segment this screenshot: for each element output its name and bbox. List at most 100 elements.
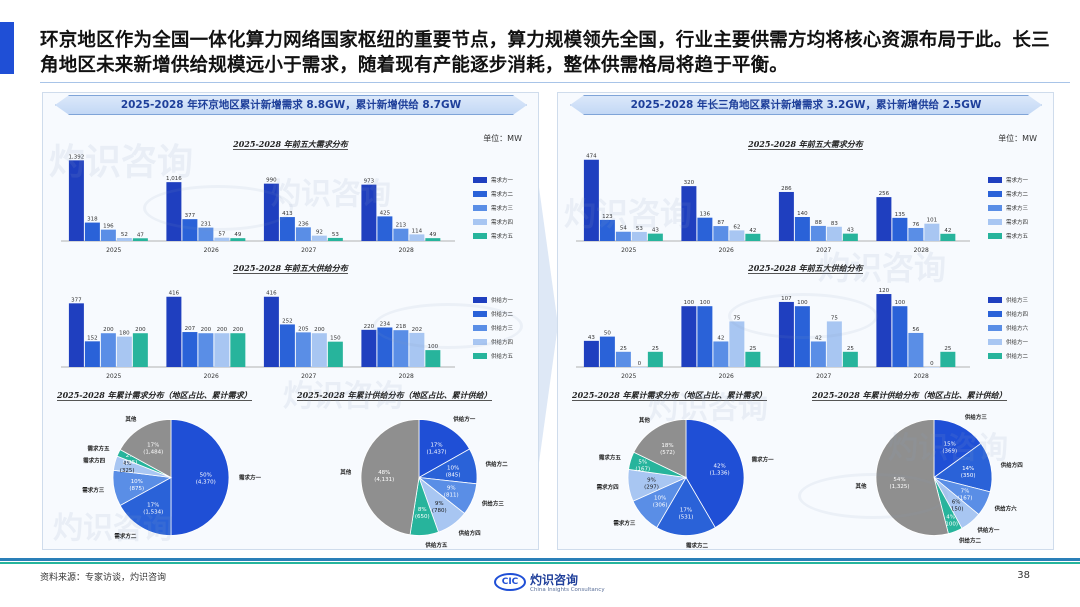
pie-value-label: (650): [415, 514, 430, 520]
legend-swatch: [988, 339, 1002, 345]
bar: [615, 231, 631, 241]
supply-pie-title: 2025-2028 年累计供给分布（地区占比、累计供给）: [812, 390, 1007, 401]
x-tick-label: 2025: [621, 247, 636, 254]
legend-item: 供给方一: [988, 335, 1028, 349]
bar: [166, 182, 182, 241]
pie-category-label: 供给方二: [958, 537, 982, 545]
legend-label: 需求方一: [1006, 178, 1029, 184]
bar-value-label: 413: [282, 211, 293, 217]
legend-item: 需求方三: [473, 201, 513, 215]
bar-value-label: 150: [330, 336, 341, 342]
bar-value-label: 425: [380, 210, 391, 216]
bar: [810, 225, 826, 241]
bar: [778, 301, 794, 367]
company-logo: CIC 灼识咨询 China Insights Consultancy: [494, 571, 605, 599]
pie-value-label: (350): [961, 473, 976, 479]
pie-category-label: 其他: [856, 482, 868, 490]
bar: [361, 184, 377, 241]
x-tick-label: 2028: [914, 247, 929, 254]
bar: [778, 191, 794, 241]
bar: [681, 306, 697, 367]
legend-label: 供给方五: [491, 354, 514, 360]
bar: [745, 351, 761, 367]
x-tick-label: 2026: [204, 373, 219, 380]
bar: [84, 222, 100, 241]
bar-value-label: 200: [233, 327, 244, 333]
bar: [940, 233, 956, 241]
bar: [631, 367, 647, 368]
bar-value-label: 231: [201, 222, 212, 228]
bar-value-label: 53: [332, 232, 339, 238]
bar-value-label: 200: [135, 327, 146, 333]
legend-label: 需求方二: [1006, 192, 1029, 198]
bar: [745, 233, 761, 241]
bar: [116, 237, 132, 241]
legend-swatch: [473, 339, 487, 345]
pie-percent-label: 10%: [447, 466, 459, 472]
pie-category-label: 需求方三: [82, 486, 105, 494]
legend-swatch: [988, 205, 1002, 211]
bar: [327, 341, 343, 367]
legend-swatch: [473, 177, 487, 183]
bar: [327, 237, 343, 241]
bar: [697, 306, 713, 367]
bar: [198, 227, 214, 241]
bar: [295, 332, 311, 367]
bar-value-label: 252: [282, 318, 293, 324]
bar-value-label: 62: [733, 224, 740, 230]
bar: [924, 367, 940, 368]
demand-bar-chart-title: 2025-2028 年前五大需求分布: [748, 139, 863, 150]
bar-value-label: 318: [87, 217, 98, 223]
legend-label: 需求方四: [491, 220, 514, 226]
x-tick-label: 2027: [816, 373, 831, 380]
pie-category-label: 供给方五: [424, 541, 448, 548]
logo-name: 灼识咨询: [530, 573, 579, 587]
pie-slice: [119, 419, 172, 479]
logo-mark: CIC: [494, 573, 526, 591]
pie-value-label: (369): [942, 448, 957, 454]
legend-label: 需求方一: [491, 178, 514, 184]
bar-value-label: 220: [364, 324, 375, 330]
pie-percent-label: 14%: [962, 466, 974, 472]
bar-value-label: 0: [638, 361, 642, 367]
bar-value-label: 286: [781, 186, 792, 192]
bar: [166, 296, 182, 367]
bar-value-label: 92: [316, 230, 323, 236]
legend-label: 供给方一: [1006, 340, 1029, 346]
bar: [729, 230, 745, 241]
supply-bar-chart: 43 50 25 0 25 2025 100 100 42 75 25 2026 107 100 42 75 2…: [576, 288, 970, 380]
bar-value-label: 87: [717, 220, 724, 226]
legend-swatch: [473, 325, 487, 331]
bar-value-label: 57: [218, 232, 225, 238]
pie-value-label: (4,370): [196, 480, 216, 486]
bar-value-label: 202: [412, 327, 423, 333]
page-number: 38: [1017, 570, 1030, 581]
bar-value-label: 56: [912, 327, 919, 333]
pie-category-label: 需求方四: [83, 457, 106, 465]
demand-bar-legend: 需求方一 需求方二 需求方三 需求方四 需求方五: [473, 173, 513, 243]
bar-value-label: 474: [586, 154, 597, 160]
bar-value-label: 416: [169, 291, 180, 297]
bar-value-label: 377: [185, 213, 196, 219]
pie-slice: [685, 419, 745, 529]
legend-swatch: [473, 311, 487, 317]
bar-value-label: 76: [912, 222, 919, 228]
legend-item: 需求方二: [473, 187, 513, 201]
bar: [68, 303, 84, 367]
pie-percent-label: 5%: [638, 459, 647, 465]
legend-item: 供给方六: [988, 321, 1028, 335]
bar: [647, 351, 663, 367]
bar: [68, 160, 84, 241]
bar: [279, 324, 295, 367]
bar: [583, 159, 599, 241]
legend-label: 供给方三: [491, 326, 514, 332]
bar: [311, 235, 327, 241]
legend-swatch: [988, 191, 1002, 197]
bar-value-label: 377: [71, 297, 82, 303]
legend-label: 供给方六: [1006, 326, 1029, 332]
bar: [361, 329, 377, 367]
legend-item: 需求方二: [988, 187, 1028, 201]
bar-value-label: 25: [944, 346, 951, 352]
bar: [583, 340, 599, 367]
legend-label: 供给方二: [1006, 354, 1029, 360]
